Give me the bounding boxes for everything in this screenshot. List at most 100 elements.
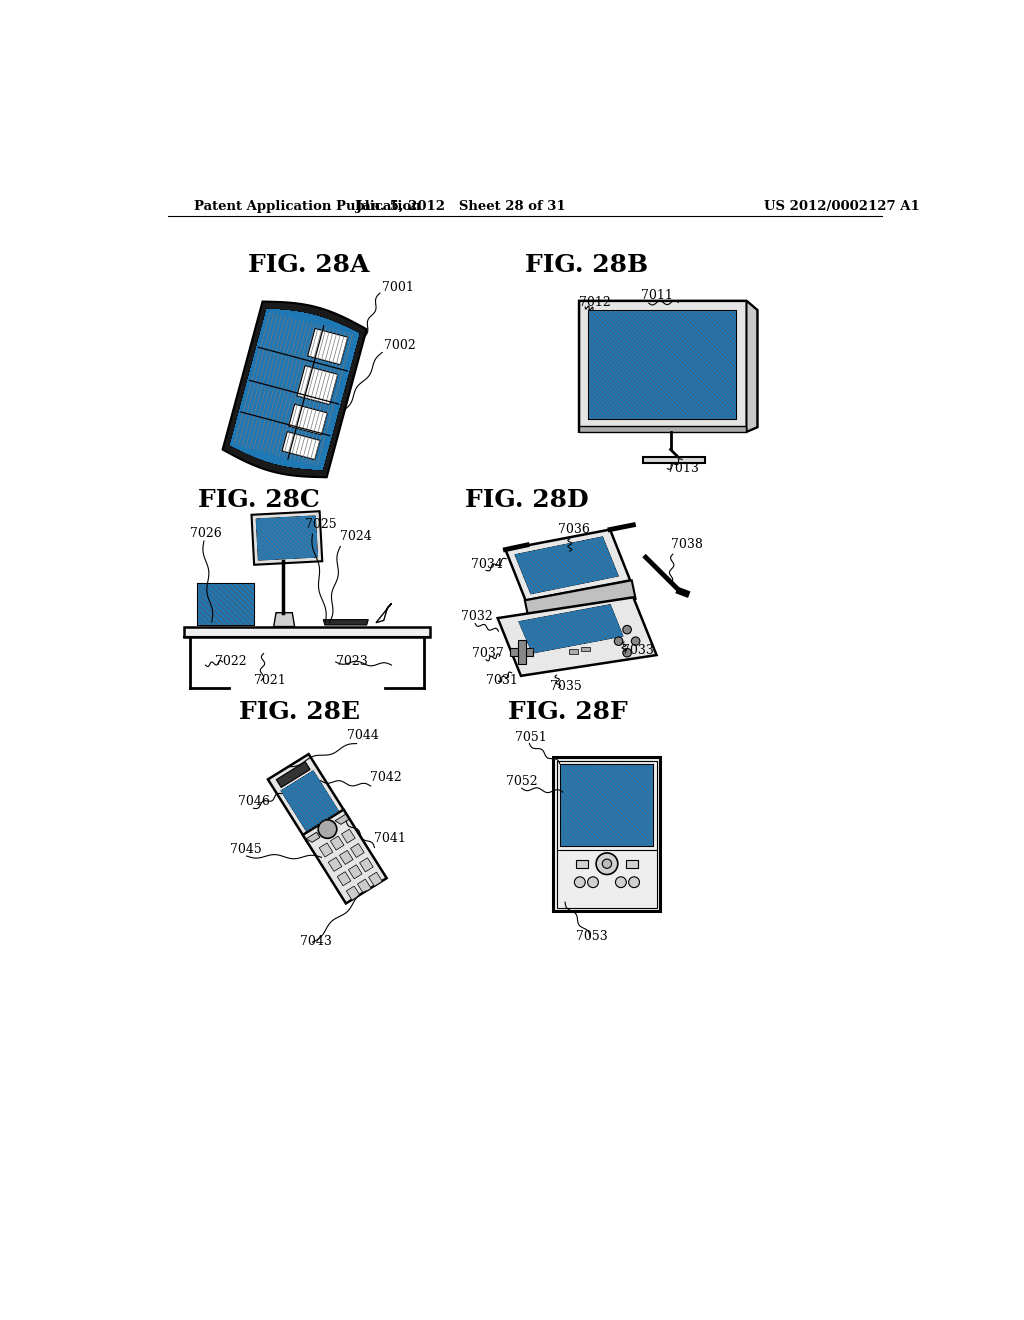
Polygon shape: [198, 585, 254, 626]
Text: 7022: 7022: [215, 655, 247, 668]
Polygon shape: [589, 312, 736, 418]
Polygon shape: [589, 312, 736, 418]
Polygon shape: [282, 771, 339, 832]
Polygon shape: [589, 312, 736, 418]
Polygon shape: [589, 312, 736, 418]
Polygon shape: [589, 312, 736, 418]
Polygon shape: [282, 771, 339, 832]
Polygon shape: [589, 312, 736, 418]
Polygon shape: [276, 762, 310, 788]
Polygon shape: [198, 585, 254, 626]
Polygon shape: [589, 312, 736, 418]
Polygon shape: [589, 312, 736, 418]
Polygon shape: [561, 766, 652, 846]
Polygon shape: [515, 537, 617, 594]
Polygon shape: [561, 766, 652, 846]
Polygon shape: [519, 605, 623, 653]
Polygon shape: [324, 619, 369, 626]
Polygon shape: [256, 516, 317, 560]
Polygon shape: [589, 312, 736, 418]
Polygon shape: [589, 312, 736, 418]
Polygon shape: [222, 301, 367, 478]
Polygon shape: [519, 605, 623, 653]
Polygon shape: [519, 605, 623, 653]
Polygon shape: [256, 516, 317, 560]
Text: FIG. 28B: FIG. 28B: [524, 253, 648, 277]
Polygon shape: [348, 865, 362, 879]
Polygon shape: [256, 516, 317, 560]
Polygon shape: [589, 312, 736, 418]
Polygon shape: [561, 766, 652, 846]
Polygon shape: [589, 312, 736, 418]
Polygon shape: [256, 516, 317, 560]
Polygon shape: [561, 766, 652, 846]
Polygon shape: [589, 312, 736, 418]
Polygon shape: [282, 771, 339, 832]
Polygon shape: [589, 312, 736, 418]
Polygon shape: [282, 771, 339, 832]
Polygon shape: [256, 516, 317, 560]
Text: 7036: 7036: [558, 523, 590, 536]
Polygon shape: [282, 771, 339, 832]
Polygon shape: [230, 309, 359, 470]
Polygon shape: [589, 312, 736, 418]
Polygon shape: [561, 766, 652, 846]
Polygon shape: [198, 585, 254, 626]
Polygon shape: [198, 585, 254, 626]
Polygon shape: [589, 312, 736, 418]
Polygon shape: [230, 309, 359, 470]
Polygon shape: [561, 766, 652, 846]
Polygon shape: [589, 312, 736, 418]
Polygon shape: [519, 605, 623, 653]
Polygon shape: [561, 766, 652, 846]
Polygon shape: [589, 312, 736, 418]
Polygon shape: [376, 603, 391, 623]
Polygon shape: [589, 312, 736, 418]
Polygon shape: [198, 585, 254, 626]
Polygon shape: [256, 516, 317, 560]
Polygon shape: [230, 309, 359, 470]
Polygon shape: [589, 312, 736, 418]
Polygon shape: [561, 766, 652, 846]
Polygon shape: [561, 766, 652, 846]
Polygon shape: [282, 771, 339, 832]
Polygon shape: [230, 309, 359, 470]
Polygon shape: [230, 309, 359, 470]
Polygon shape: [282, 771, 339, 832]
Polygon shape: [589, 312, 736, 418]
Polygon shape: [515, 537, 617, 594]
Polygon shape: [589, 312, 736, 418]
Polygon shape: [561, 766, 652, 846]
Polygon shape: [282, 771, 339, 832]
Polygon shape: [256, 516, 317, 560]
Polygon shape: [230, 309, 359, 470]
Polygon shape: [282, 771, 339, 832]
Text: FIG. 28E: FIG. 28E: [239, 700, 359, 723]
Circle shape: [318, 820, 337, 838]
Circle shape: [574, 876, 586, 887]
Polygon shape: [198, 585, 254, 626]
Polygon shape: [230, 309, 359, 470]
Polygon shape: [198, 585, 254, 626]
Polygon shape: [515, 537, 617, 594]
Polygon shape: [515, 537, 617, 594]
Polygon shape: [579, 426, 746, 432]
Polygon shape: [515, 537, 617, 594]
Polygon shape: [519, 605, 623, 653]
Polygon shape: [282, 771, 339, 832]
Polygon shape: [256, 516, 317, 560]
Polygon shape: [519, 605, 623, 653]
Polygon shape: [256, 516, 317, 560]
Polygon shape: [575, 859, 589, 867]
Polygon shape: [256, 516, 317, 560]
Polygon shape: [519, 605, 623, 653]
Polygon shape: [256, 516, 317, 560]
Polygon shape: [230, 309, 359, 470]
Polygon shape: [589, 312, 736, 418]
Polygon shape: [561, 766, 652, 846]
Polygon shape: [282, 771, 339, 832]
Polygon shape: [589, 312, 736, 418]
Polygon shape: [561, 766, 652, 846]
Polygon shape: [198, 585, 254, 626]
Polygon shape: [561, 766, 652, 846]
